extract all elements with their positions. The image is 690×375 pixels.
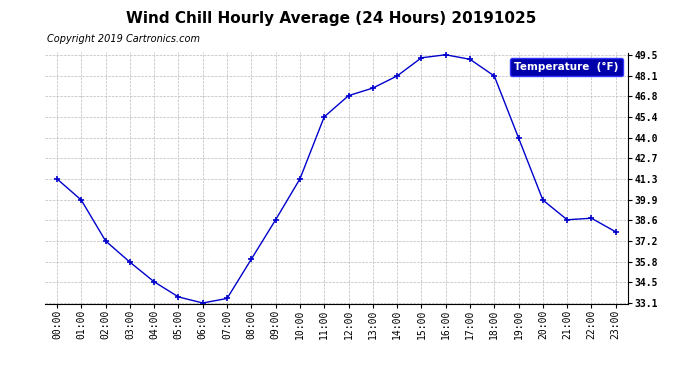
Text: Wind Chill Hourly Average (24 Hours) 20191025: Wind Chill Hourly Average (24 Hours) 201…	[126, 11, 536, 26]
Text: Copyright 2019 Cartronics.com: Copyright 2019 Cartronics.com	[47, 34, 200, 44]
Legend: Temperature  (°F): Temperature (°F)	[510, 58, 622, 76]
